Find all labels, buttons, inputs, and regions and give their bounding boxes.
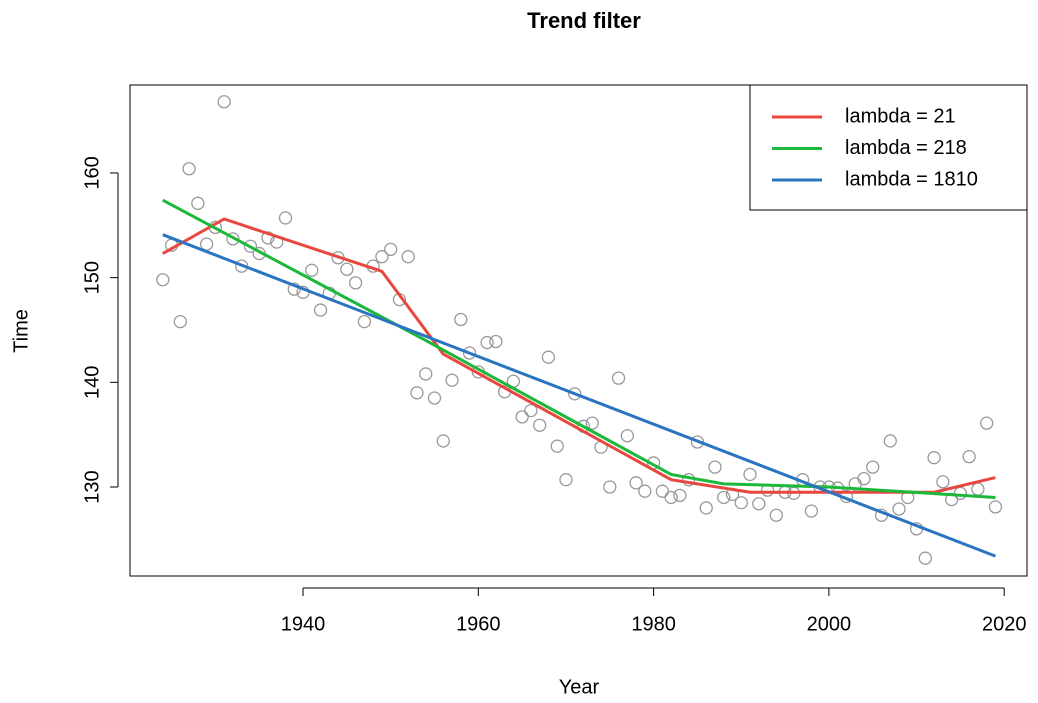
data-point [673,488,687,503]
data-point [305,263,319,277]
data-point [638,484,652,498]
data-point [708,460,722,474]
legend-label: lambda = 1810 [845,168,978,190]
data-point [462,346,477,360]
data-point [603,480,617,494]
data-point [883,434,897,448]
trend-line [162,233,996,558]
y-tick-label: 150 [81,261,103,294]
data-point [857,471,871,486]
data-point [927,451,941,465]
data-point [918,551,932,565]
data-point [191,196,205,210]
data-point [962,450,976,464]
data-point [199,237,214,251]
data-point [226,232,240,246]
legend-label: lambda = 218 [845,137,967,159]
data-point [427,391,442,405]
data-point [629,476,643,490]
data-point [156,273,170,287]
data-point [734,496,748,510]
data-point [410,386,424,400]
x-tick-label: 2020 [982,613,1027,635]
data-point [655,484,670,498]
data-point [515,410,529,424]
data-point [980,416,994,430]
x-axis-label: Year [559,676,600,698]
data-point [568,387,582,401]
data-point [611,371,626,385]
data-point [717,490,731,505]
x-tick-label: 2000 [807,613,852,635]
data-point [559,473,573,487]
data-point [804,504,819,518]
data-point [550,439,564,453]
legend-label: lambda = 21 [845,105,956,127]
data-point [953,486,968,500]
data-point [585,416,599,430]
y-axis-label: Time [10,309,32,353]
data-point [384,242,398,257]
data-point [173,314,187,329]
data-point [752,497,766,511]
data-point [348,276,363,290]
data-point [278,211,293,225]
y-tick-label: 140 [81,366,103,399]
data-point [971,482,985,496]
data-point [375,250,389,264]
data-point [480,335,494,350]
data-point [182,162,196,176]
trend-line [162,198,996,499]
data-point [866,460,880,474]
data-point [541,350,556,364]
data-point [743,467,757,482]
data-point [436,434,450,448]
data-point [620,429,634,443]
data-point [340,262,354,276]
data-point [445,373,459,387]
data-point [892,502,906,516]
y-tick-label: 160 [81,156,103,189]
data-point [664,490,678,505]
x-tick-label: 1980 [631,613,676,635]
data-point [217,95,231,109]
data-point [769,508,783,522]
plot-frame [129,84,1028,577]
data-point [936,475,950,489]
data-point [699,501,713,515]
data-point [313,303,328,317]
y-tick-label: 130 [81,470,103,503]
data-point [524,403,538,418]
data-point [401,250,415,264]
x-tick-label: 1940 [281,613,326,635]
data-point [419,367,433,381]
data-point [988,500,1003,514]
trend-line [162,217,996,494]
data-point [489,334,503,349]
x-tick-label: 1960 [456,613,501,635]
data-point [261,231,275,245]
data-point [454,312,468,327]
data-point [357,314,372,329]
data-point [533,418,547,432]
chart-title: Trend filter [527,8,641,33]
data-point [243,239,258,253]
